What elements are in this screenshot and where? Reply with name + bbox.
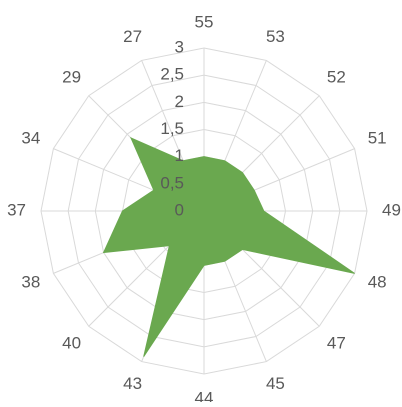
category-label: 51 [368, 129, 387, 148]
grid-ring [67, 74, 341, 348]
category-label: 43 [123, 374, 142, 393]
tick-label: 1 [175, 146, 184, 165]
category-label: 47 [327, 333, 346, 352]
category-label: 48 [368, 272, 387, 291]
category-label: 49 [382, 200, 401, 219]
tick-label: 2,5 [160, 65, 184, 84]
category-label: 29 [62, 68, 81, 87]
category-label: 27 [123, 27, 142, 46]
grid-ring [94, 101, 314, 321]
category-label: 38 [21, 272, 40, 291]
category-label: 44 [195, 388, 214, 402]
grid-ring [40, 47, 368, 375]
category-label: 45 [266, 374, 285, 393]
grid-ring [121, 128, 287, 294]
radar-area [102, 137, 355, 357]
tick-label: 1,5 [160, 119, 184, 138]
marks [102, 137, 355, 357]
tick-label: 2 [175, 92, 184, 111]
category-label: 37 [7, 200, 26, 219]
category-label: 52 [327, 68, 346, 87]
category-label: 55 [195, 12, 214, 31]
category-label: 40 [62, 333, 81, 352]
category-label: 53 [266, 27, 285, 46]
category-label: 34 [21, 129, 40, 148]
tick-label: 0 [175, 200, 184, 219]
tick-label: 3 [175, 37, 184, 56]
tick-label: 0,5 [160, 173, 184, 192]
